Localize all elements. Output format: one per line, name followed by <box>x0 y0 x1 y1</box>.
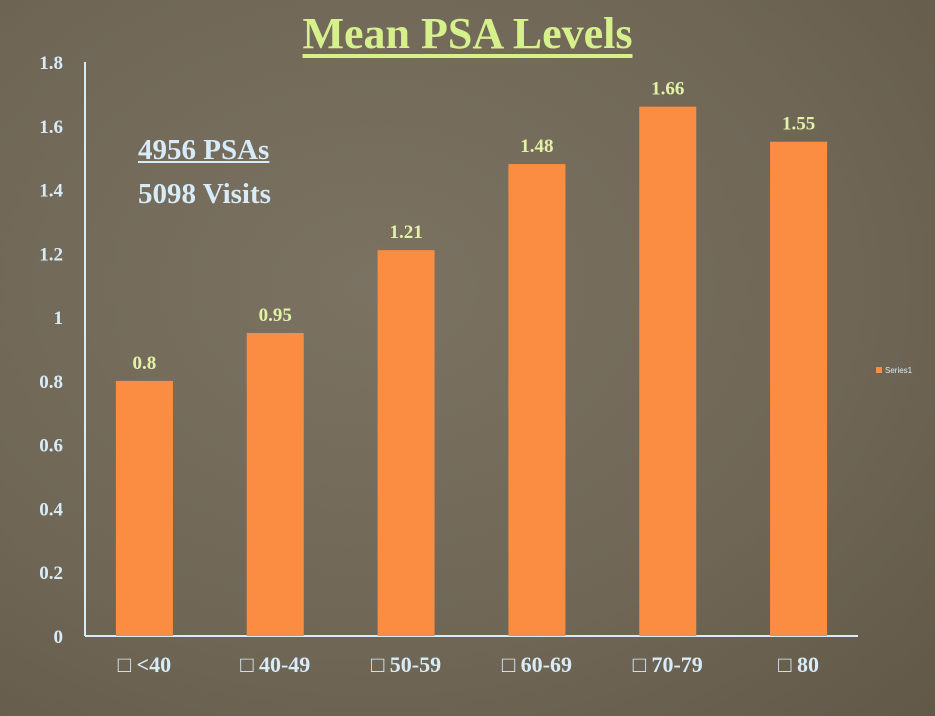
y-tick-label: 0 <box>54 627 64 648</box>
y-tick-label: 1.8 <box>39 53 63 74</box>
y-tick-label: 0.4 <box>39 499 63 520</box>
psa-count-annotation: 4956 PSAs <box>138 134 270 166</box>
y-tick-label: 1 <box>54 308 64 329</box>
bar <box>639 106 697 636</box>
data-label: 0.8 <box>133 353 157 374</box>
y-tick-label: 0.6 <box>39 436 63 457</box>
chart-title: Mean PSA Levels <box>302 9 633 58</box>
bar <box>770 141 828 636</box>
data-label: 1.66 <box>651 79 684 100</box>
x-tick-label: □ 60-69 <box>502 652 572 677</box>
x-tick-label: □ 70-79 <box>633 652 703 677</box>
bar <box>246 333 304 636</box>
data-label: 1.48 <box>520 136 553 157</box>
legend-swatch <box>876 367 882 373</box>
data-label: 1.21 <box>389 222 422 243</box>
x-tick-label: □ 50-59 <box>371 652 441 677</box>
bar <box>115 380 173 636</box>
bar <box>508 164 566 637</box>
y-tick-label: 0.8 <box>39 372 63 393</box>
x-tick-label: □ 40-49 <box>240 652 310 677</box>
x-tick-label: □ <40 <box>118 652 171 677</box>
x-tick-label: □ 80 <box>778 652 819 677</box>
bar <box>377 250 435 636</box>
y-tick-label: 1.6 <box>39 117 63 138</box>
y-tick-label: 0.2 <box>39 563 63 584</box>
legend-label: Series1 <box>885 366 913 375</box>
y-tick-label: 1.2 <box>39 244 63 265</box>
visit-count-annotation: 5098 Visits <box>138 178 271 210</box>
annotation-block: 4956 PSAs 5098 Visits <box>138 128 271 216</box>
y-tick-label: 1.4 <box>39 181 63 202</box>
data-label: 0.95 <box>259 305 292 326</box>
data-label: 1.55 <box>782 114 815 135</box>
